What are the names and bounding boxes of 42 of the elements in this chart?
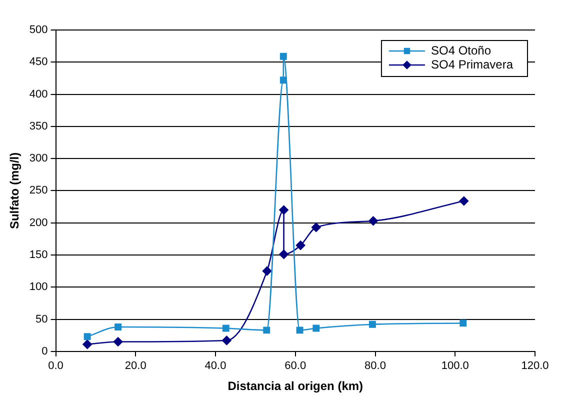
x-tick-label: 80.0 (364, 360, 386, 372)
y-tick-label: 450 (29, 56, 48, 68)
x-tick-label: 100.0 (441, 360, 469, 372)
point (222, 324, 230, 332)
point (114, 323, 122, 330)
point (368, 320, 376, 328)
point (368, 216, 378, 226)
point (82, 340, 92, 349)
point (279, 205, 288, 215)
point (280, 76, 287, 84)
y-axis-title: Sulfato (mg/l) (8, 152, 22, 230)
y-tick-label: 400 (29, 88, 48, 100)
point (459, 196, 469, 206)
point (296, 240, 306, 250)
y-tick-label: 350 (29, 120, 48, 132)
x-tick-label: 20.0 (124, 360, 146, 372)
point (460, 320, 467, 327)
y-tick-label: 50 (36, 313, 48, 326)
point (263, 326, 270, 334)
point (311, 222, 321, 232)
point (113, 337, 123, 346)
point (222, 336, 232, 346)
y-tick-label: 0 (42, 345, 48, 358)
point (312, 324, 320, 332)
y-tick-label: 100 (29, 281, 48, 294)
point (296, 326, 304, 334)
x-tick-label: 60.0 (284, 360, 306, 372)
legend-label: SO4 Otoño (430, 43, 492, 58)
x-tick-label: 40.0 (204, 360, 226, 372)
point (279, 250, 288, 259)
x-axis-title: Distancia al origen (km) (228, 379, 364, 394)
y-tick-label: 500 (29, 24, 48, 36)
y-tick-label: 300 (29, 152, 48, 165)
x-tick-label: 120.0 (521, 360, 549, 372)
point (262, 266, 272, 276)
y-tick-label: 250 (29, 184, 48, 197)
legend-label: SO4 Primavera (430, 57, 514, 72)
point (280, 52, 287, 60)
y-tick-label: 150 (29, 249, 48, 262)
point (84, 333, 91, 340)
x-tick-label: 0.0 (48, 360, 64, 372)
y-tick-label: 200 (29, 216, 48, 229)
